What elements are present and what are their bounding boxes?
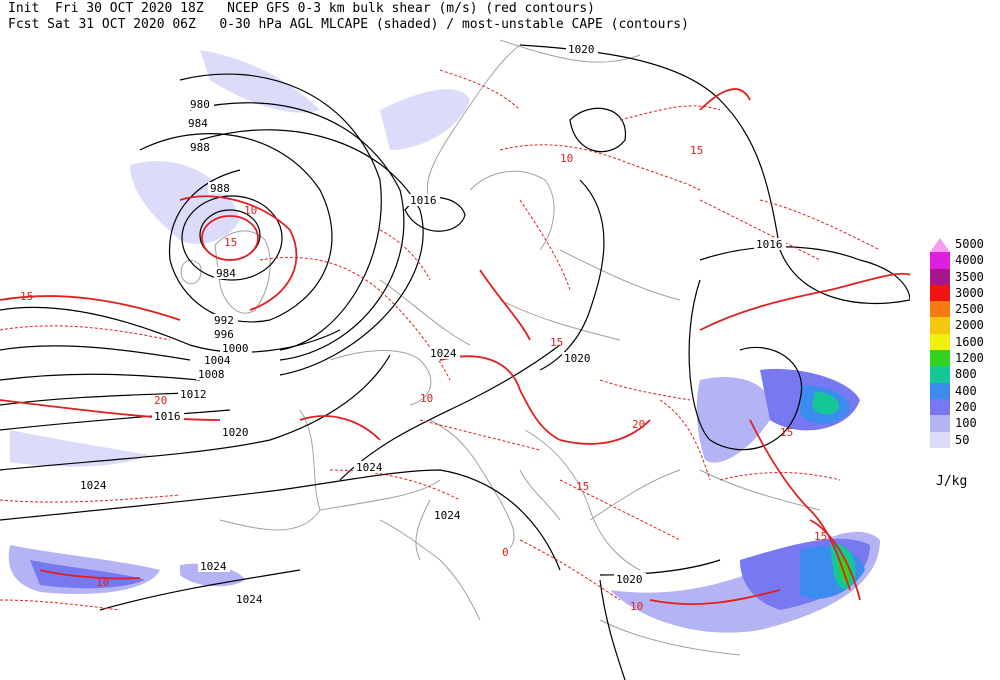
shear-label: 10 [96, 576, 109, 589]
legend-row: 50 [930, 431, 1000, 448]
shear-label: 15 [576, 480, 589, 493]
legend-swatch [930, 268, 950, 285]
isobar-label: 1016 [154, 410, 181, 423]
isobar-label: 1024 [434, 509, 461, 522]
legend-label: 1600 [955, 334, 984, 349]
legend-row: 3000 [930, 284, 1000, 302]
legend-label: 4000 [955, 253, 984, 268]
legend-label: 3500 [955, 269, 984, 284]
isobar-label: 1024 [80, 479, 107, 492]
legend-label: 3000 [955, 285, 984, 300]
legend-row: 400 [930, 382, 1000, 399]
shear-label: 15 [20, 290, 33, 303]
shear-label: 15 [224, 236, 237, 249]
legend-label: 2000 [955, 318, 984, 333]
shear-label: 15 [690, 144, 703, 157]
legend-row: 1600 [930, 333, 1000, 351]
legend-row: 2000 [930, 317, 1000, 334]
header-line-1: Init Fri 30 OCT 2020 18Z NCEP GFS 0-3 km… [8, 1, 595, 16]
isobar-label: 1024 [356, 461, 383, 474]
shear-label: 0 [502, 546, 509, 559]
shear-label: 15 [550, 336, 563, 349]
legend-swatch [930, 333, 950, 351]
legend-swatch [930, 238, 950, 252]
isobar-label: 988 [210, 182, 230, 195]
isobar-label: 1020 [616, 573, 643, 586]
isobar-label: 1004 [204, 354, 231, 367]
legend-swatch [930, 317, 950, 334]
legend-row: 1200 [930, 350, 1000, 367]
shear-label: 10 [420, 392, 433, 405]
isobar-label: 1008 [198, 368, 225, 381]
legend-units: J/kg [936, 474, 968, 489]
isobar-label: 1000 [222, 342, 249, 355]
isobar-label: 1024 [430, 347, 457, 360]
isobar-label: 1024 [236, 593, 263, 606]
legend-swatch [930, 415, 950, 432]
shear-label: 10 [244, 204, 257, 217]
legend-row: 100 [930, 415, 1000, 432]
legend-label: 5000 [955, 237, 984, 251]
shear-label: 10 [630, 600, 643, 613]
legend-swatch [930, 382, 950, 399]
isobar-label: 1024 [200, 560, 227, 573]
legend-row: 4000 [930, 252, 1000, 269]
shear-label: 20 [632, 418, 645, 431]
isobar-label: 1020 [568, 43, 595, 56]
isobar-label: 988 [190, 141, 210, 154]
legend-label: 1200 [955, 351, 984, 366]
cape-legend: 5000 4000 3500 3000 2500 2000 1600 1200 800 400 20… [930, 236, 1000, 448]
isobar-label: 996 [214, 328, 234, 341]
legend-swatch [930, 431, 950, 448]
isobar-label: 984 [188, 117, 208, 130]
coastlines [180, 39, 821, 656]
isobar-label: 984 [216, 267, 236, 280]
legend-row: 800 [930, 366, 1000, 383]
isobar-label: 1016 [410, 194, 437, 207]
legend-row: 2500 [930, 301, 1000, 318]
isobar-label: 980 [190, 98, 210, 111]
isobars [0, 44, 910, 680]
legend-label: 100 [955, 416, 977, 431]
legend-swatch [930, 301, 950, 318]
legend-row: 5000 [930, 236, 1000, 252]
header-line-2: Fcst Sat 31 OCT 2020 06Z 0-30 hPa AGL ML… [8, 17, 689, 32]
shear-label: 15 [814, 530, 827, 543]
legend-label: 800 [955, 367, 977, 382]
legend-swatch [930, 366, 950, 383]
legend-swatch [930, 284, 950, 302]
legend-label: 200 [955, 399, 977, 414]
legend-label: 2500 [955, 302, 984, 317]
legend-swatch [930, 350, 950, 367]
shear-labels: 10 15 20 10 15 10 15 20 15 10 15 15 15 1… [20, 144, 827, 613]
isobar-labels: 980 984 988 988 984 992 996 1000 1004 10… [78, 43, 786, 606]
legend-swatch [930, 398, 950, 416]
isobar-label: 1020 [222, 426, 249, 439]
legend-label: 400 [955, 383, 977, 398]
legend-row: 200 [930, 398, 1000, 416]
shear-label: 15 [780, 426, 793, 439]
isobar-label: 1020 [564, 352, 591, 365]
legend-label: 50 [955, 432, 970, 447]
isobar-label: 1016 [756, 238, 783, 251]
cape-shading [8, 50, 880, 633]
isobar-label: 1012 [180, 388, 207, 401]
legend-swatch [930, 252, 950, 269]
shear-label: 10 [560, 152, 573, 165]
shear-contours [0, 69, 910, 611]
isobar-label: 992 [214, 314, 234, 327]
legend-row: 3500 [930, 268, 1000, 285]
shear-label: 20 [154, 394, 167, 407]
